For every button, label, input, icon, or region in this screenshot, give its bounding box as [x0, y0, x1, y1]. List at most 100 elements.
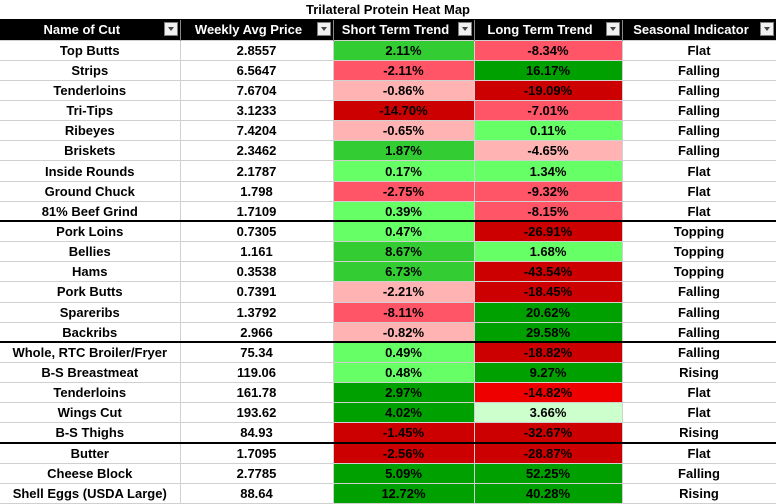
price-cell[interactable]: 2.966 — [179, 321, 334, 344]
table-row[interactable]: Shell Eggs (USDA Large) 88.64 12.72% 40.28%… — [0, 482, 776, 504]
price-cell[interactable]: 119.06 — [179, 361, 334, 384]
name-cell[interactable]: Top Butts — [0, 39, 181, 61]
filter-dropdown-icon[interactable] — [759, 22, 774, 36]
long-term-cell[interactable]: -32.67% — [473, 422, 623, 445]
seasonal-cell[interactable]: Falling — [621, 79, 776, 101]
seasonal-cell[interactable]: Topping — [621, 220, 776, 243]
long-term-cell[interactable]: 29.58% — [473, 321, 623, 344]
price-cell[interactable]: 7.4204 — [179, 120, 334, 142]
short-term-cell[interactable]: 0.17% — [332, 160, 475, 182]
name-cell[interactable]: Cheese Block — [0, 462, 181, 484]
name-cell[interactable]: Tenderloins — [0, 79, 181, 101]
long-term-cell[interactable]: 20.62% — [473, 301, 623, 323]
name-cell[interactable]: Ground Chuck — [0, 180, 181, 202]
short-term-cell[interactable]: 6.73% — [332, 261, 475, 283]
filter-dropdown-icon[interactable] — [163, 22, 178, 36]
seasonal-cell[interactable]: Falling — [621, 462, 776, 484]
price-cell[interactable]: 1.798 — [179, 180, 334, 202]
seasonal-cell[interactable]: Flat — [621, 200, 776, 223]
long-term-cell[interactable]: -26.91% — [473, 220, 623, 243]
long-term-cell[interactable]: -43.54% — [473, 261, 623, 283]
price-cell[interactable]: 1.7095 — [179, 442, 334, 464]
long-term-cell[interactable]: 0.11% — [473, 120, 623, 142]
short-term-cell[interactable]: -0.86% — [332, 79, 475, 101]
price-cell[interactable]: 2.1787 — [179, 160, 334, 182]
filter-dropdown-icon[interactable] — [457, 22, 472, 36]
price-cell[interactable]: 2.3462 — [179, 140, 334, 162]
seasonal-cell[interactable]: Falling — [621, 140, 776, 162]
short-term-cell[interactable]: 0.47% — [332, 220, 475, 243]
table-row[interactable]: Ribeyes 7.4204 -0.65% 0.11% Falling — [0, 120, 776, 142]
long-term-cell[interactable]: 1.68% — [473, 241, 623, 263]
price-cell[interactable]: 0.3538 — [179, 261, 334, 283]
table-row[interactable]: Whole, RTC Broiler/Fryer 75.34 0.49% -18.82… — [0, 341, 776, 364]
seasonal-cell[interactable]: Falling — [621, 341, 776, 364]
short-term-cell[interactable]: -0.82% — [332, 321, 475, 344]
table-row[interactable]: Pork Butts 0.7391 -2.21% -18.45% Falling — [0, 281, 776, 303]
seasonal-cell[interactable]: Flat — [621, 39, 776, 61]
name-cell[interactable]: Butter — [0, 442, 181, 464]
long-term-cell[interactable]: -8.15% — [473, 200, 623, 223]
name-cell[interactable]: Tenderloins — [0, 382, 181, 404]
short-term-cell[interactable]: 0.49% — [332, 341, 475, 364]
seasonal-cell[interactable]: Flat — [621, 180, 776, 202]
filter-dropdown-icon[interactable] — [605, 22, 620, 36]
short-term-cell[interactable]: 8.67% — [332, 241, 475, 263]
name-cell[interactable]: B-S Breastmeat — [0, 361, 181, 384]
price-cell[interactable]: 193.62 — [179, 402, 334, 424]
long-term-cell[interactable]: -18.45% — [473, 281, 623, 303]
name-cell[interactable]: Shell Eggs (USDA Large) — [0, 482, 181, 504]
price-cell[interactable]: 1.7109 — [179, 200, 334, 223]
long-term-cell[interactable]: 1.34% — [473, 160, 623, 182]
price-cell[interactable]: 1.3792 — [179, 301, 334, 323]
short-term-cell[interactable]: -1.45% — [332, 422, 475, 445]
long-term-cell[interactable]: 3.66% — [473, 402, 623, 424]
seasonal-cell[interactable]: Rising — [621, 422, 776, 445]
seasonal-cell[interactable]: Falling — [621, 59, 776, 81]
table-row[interactable]: Backribs 2.966 -0.82% 29.58% Falling — [0, 321, 776, 344]
table-row[interactable]: Cheese Block 2.7785 5.09% 52.25% Falling — [0, 462, 776, 484]
short-term-cell[interactable]: -2.56% — [332, 442, 475, 464]
name-cell[interactable]: B-S Thighs — [0, 422, 181, 445]
seasonal-cell[interactable]: Rising — [621, 482, 776, 504]
short-term-cell[interactable]: -2.21% — [332, 281, 475, 303]
name-cell[interactable]: Bellies — [0, 241, 181, 263]
seasonal-cell[interactable]: Flat — [621, 160, 776, 182]
name-cell[interactable]: Briskets — [0, 140, 181, 162]
seasonal-cell[interactable]: Falling — [621, 99, 776, 122]
table-row[interactable]: Inside Rounds 2.1787 0.17% 1.34% Flat — [0, 160, 776, 182]
name-cell[interactable]: Backribs — [0, 321, 181, 344]
name-cell[interactable]: Strips — [0, 59, 181, 81]
table-row[interactable]: Briskets 2.3462 1.87% -4.65% Falling — [0, 140, 776, 162]
table-row[interactable]: Top Butts 2.8557 2.11% -8.34% Flat — [0, 39, 776, 61]
seasonal-cell[interactable]: Topping — [621, 261, 776, 283]
price-cell[interactable]: 0.7305 — [179, 220, 334, 243]
seasonal-cell[interactable]: Falling — [621, 281, 776, 303]
long-term-cell[interactable]: -28.87% — [473, 442, 623, 464]
price-cell[interactable]: 1.161 — [179, 241, 334, 263]
table-row[interactable]: Wings Cut 193.62 4.02% 3.66% Flat — [0, 402, 776, 424]
long-term-cell[interactable]: -14.82% — [473, 382, 623, 404]
long-term-cell[interactable]: -4.65% — [473, 140, 623, 162]
name-cell[interactable]: Spareribs — [0, 301, 181, 323]
table-row[interactable]: B-S Thighs 84.93 -1.45% -32.67% Rising — [0, 422, 776, 445]
short-term-cell[interactable]: 0.39% — [332, 200, 475, 223]
name-cell[interactable]: Hams — [0, 261, 181, 283]
price-cell[interactable]: 88.64 — [179, 482, 334, 504]
price-cell[interactable]: 6.5647 — [179, 59, 334, 81]
price-cell[interactable]: 3.1233 — [179, 99, 334, 122]
long-term-cell[interactable]: -8.34% — [473, 39, 623, 61]
price-cell[interactable]: 75.34 — [179, 341, 334, 364]
table-row[interactable]: Tenderloins 161.78 2.97% -14.82% Flat — [0, 382, 776, 404]
seasonal-cell[interactable]: Falling — [621, 301, 776, 323]
price-cell[interactable]: 7.6704 — [179, 79, 334, 101]
long-term-cell[interactable]: -9.32% — [473, 180, 623, 202]
name-cell[interactable]: Pork Loins — [0, 220, 181, 243]
short-term-cell[interactable]: 12.72% — [332, 482, 475, 504]
long-term-cell[interactable]: 16.17% — [473, 59, 623, 81]
name-cell[interactable]: Inside Rounds — [0, 160, 181, 182]
seasonal-cell[interactable]: Topping — [621, 241, 776, 263]
table-row[interactable]: Tenderloins 7.6704 -0.86% -19.09% Falling — [0, 79, 776, 101]
table-row[interactable]: B-S Breastmeat 119.06 0.48% 9.27% Rising — [0, 361, 776, 384]
table-row[interactable]: Tri-Tips 3.1233 -14.70% -7.01% Falling — [0, 99, 776, 122]
